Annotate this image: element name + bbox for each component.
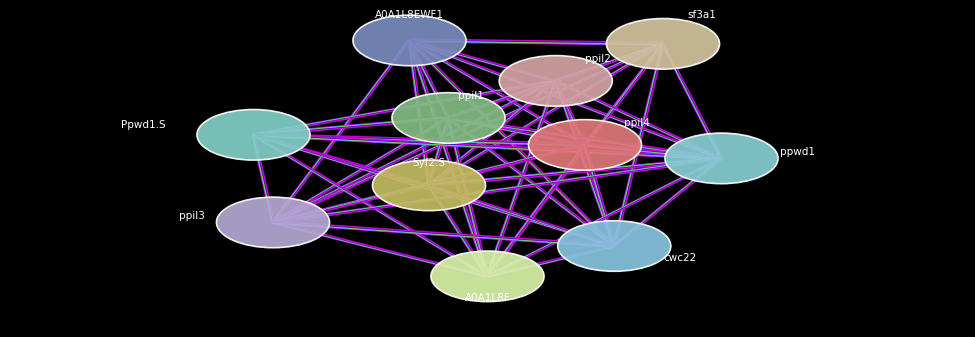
Text: Syf2.S: Syf2.S bbox=[412, 158, 446, 168]
Text: ppil3: ppil3 bbox=[178, 211, 205, 221]
Ellipse shape bbox=[353, 15, 466, 66]
Text: ppwd1: ppwd1 bbox=[780, 147, 815, 157]
Ellipse shape bbox=[499, 56, 612, 106]
Ellipse shape bbox=[372, 160, 486, 211]
Text: A0A1L8EWF1: A0A1L8EWF1 bbox=[375, 10, 444, 20]
Ellipse shape bbox=[528, 120, 642, 170]
Ellipse shape bbox=[392, 93, 505, 143]
Text: cwc22: cwc22 bbox=[663, 253, 696, 263]
Ellipse shape bbox=[558, 221, 671, 271]
Text: ppil4: ppil4 bbox=[624, 118, 650, 128]
Text: sf3a1: sf3a1 bbox=[687, 10, 717, 20]
Ellipse shape bbox=[197, 110, 310, 160]
Text: ppil1: ppil1 bbox=[458, 91, 485, 101]
Ellipse shape bbox=[216, 197, 330, 248]
Ellipse shape bbox=[431, 251, 544, 302]
Text: Ppwd1.S: Ppwd1.S bbox=[121, 120, 166, 130]
Text: ppil2: ppil2 bbox=[585, 54, 611, 64]
Ellipse shape bbox=[606, 19, 720, 69]
Text: A0A1L8F: A0A1L8F bbox=[465, 293, 510, 303]
Ellipse shape bbox=[665, 133, 778, 184]
